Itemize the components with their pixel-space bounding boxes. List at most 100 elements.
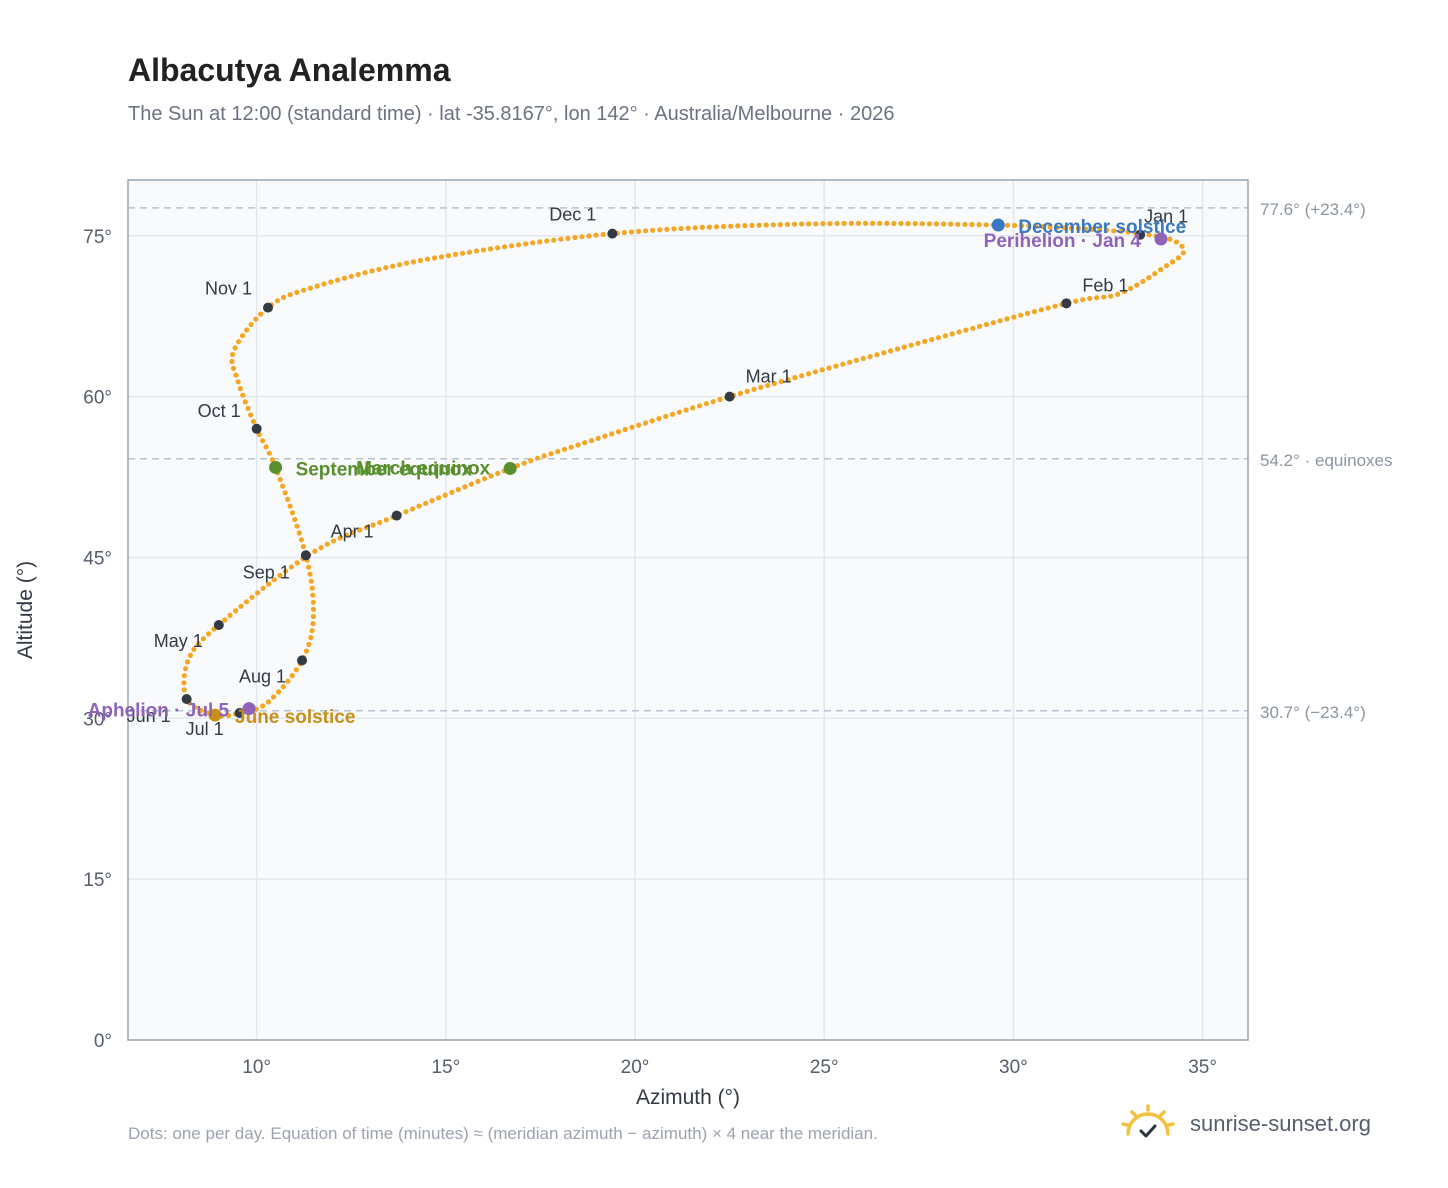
day-dot: [664, 226, 670, 232]
day-dot: [265, 699, 271, 705]
y-tick-label: 45°: [83, 548, 112, 569]
day-dot: [771, 380, 778, 387]
day-dot: [1108, 293, 1114, 299]
sun-logo-icon: [1121, 1104, 1175, 1138]
day-dot: [728, 223, 734, 229]
day-dot: [271, 577, 277, 583]
y-tick-label: 75°: [83, 227, 112, 248]
day-dot: [530, 240, 536, 246]
day-dot: [847, 359, 853, 365]
day-dot: [841, 220, 847, 226]
day-dot: [1175, 255, 1181, 261]
month-label: Dec 1: [549, 205, 596, 225]
day-dot: [404, 260, 410, 266]
day-dot: [473, 248, 480, 254]
day-dot: [582, 440, 588, 446]
day-dot: [756, 222, 762, 228]
day-dot: [324, 541, 330, 547]
day-dot: [236, 339, 242, 345]
day-dot: [245, 405, 251, 411]
day-dot: [281, 294, 287, 300]
day-dot: [230, 365, 237, 371]
day-dot: [1054, 224, 1060, 230]
day-dot: [551, 237, 557, 243]
day-dot: [1118, 228, 1124, 234]
day-dot: [983, 321, 990, 328]
day-dot: [1134, 282, 1140, 288]
day-dot: [579, 234, 585, 240]
month-label: Aug 1: [239, 666, 286, 686]
day-dot: [423, 500, 429, 506]
day-dot: [192, 704, 198, 710]
day-dot: [195, 641, 201, 647]
month-label: Feb 1: [1082, 275, 1128, 295]
day-dot: [602, 433, 608, 439]
day-dot: [692, 225, 698, 231]
month-marker: [1135, 229, 1146, 240]
day-dot: [277, 476, 283, 483]
month-label: Jun 1: [127, 706, 171, 726]
day-dot: [260, 438, 266, 444]
day-dot: [308, 635, 314, 641]
day-dot: [509, 243, 515, 249]
day-dot: [502, 244, 508, 250]
day-dot: [1004, 316, 1010, 322]
day-dot: [588, 437, 595, 444]
day-dot: [977, 323, 983, 329]
day-dot: [710, 399, 716, 405]
day-dot: [462, 484, 468, 490]
day-dot: [445, 253, 452, 259]
day-dot: [997, 318, 1003, 324]
day-dot: [438, 254, 445, 260]
day-dot: [1111, 228, 1117, 234]
x-tick-label: 10°: [242, 1057, 271, 1078]
day-dot: [243, 599, 250, 605]
day-dot: [898, 220, 904, 227]
day-dot: [544, 238, 550, 244]
day-dot: [791, 221, 798, 227]
day-dot: [307, 285, 313, 291]
day-dot: [826, 365, 832, 371]
day-dot: [561, 446, 568, 452]
day-dot: [717, 396, 723, 403]
month-marker: [607, 228, 618, 239]
day-dot: [321, 281, 327, 287]
day-dot: [926, 221, 933, 227]
day-dot: [699, 224, 705, 230]
day-dot: [416, 503, 422, 509]
day-dot: [777, 222, 783, 228]
day-dot: [191, 646, 197, 652]
day-dot: [239, 333, 246, 339]
day-dot: [424, 256, 431, 262]
day-dot: [328, 279, 334, 285]
day-dot: [410, 259, 417, 265]
day-dot: [678, 225, 684, 232]
day-dot: [669, 411, 676, 417]
day-dot: [312, 548, 318, 554]
day-dot: [480, 247, 487, 253]
month-marker: [391, 510, 402, 521]
day-dot: [1073, 298, 1079, 304]
day-dot: [600, 231, 606, 238]
day-dot: [181, 687, 187, 693]
day-dot: [337, 535, 343, 541]
day-dot: [235, 379, 241, 385]
day-dot: [362, 270, 368, 276]
day-dot: [233, 608, 239, 614]
day-dot: [862, 220, 869, 226]
brand-logo[interactable]: sunrise-sunset.org: [1120, 1104, 1371, 1144]
day-dot: [459, 250, 466, 256]
day-dot: [289, 673, 295, 679]
y-axis-title: Altitude (°): [14, 561, 37, 659]
day-dot: [955, 221, 961, 227]
day-dot: [881, 350, 887, 356]
day-dot: [948, 221, 954, 227]
day-dot: [294, 289, 300, 295]
day-dot: [482, 476, 488, 482]
day-dot: [905, 221, 911, 227]
x-tick-label: 30°: [999, 1057, 1028, 1078]
day-dot: [642, 420, 649, 426]
day-dot: [685, 225, 691, 231]
day-dot: [1152, 271, 1158, 277]
x-tick-label: 25°: [810, 1057, 839, 1078]
